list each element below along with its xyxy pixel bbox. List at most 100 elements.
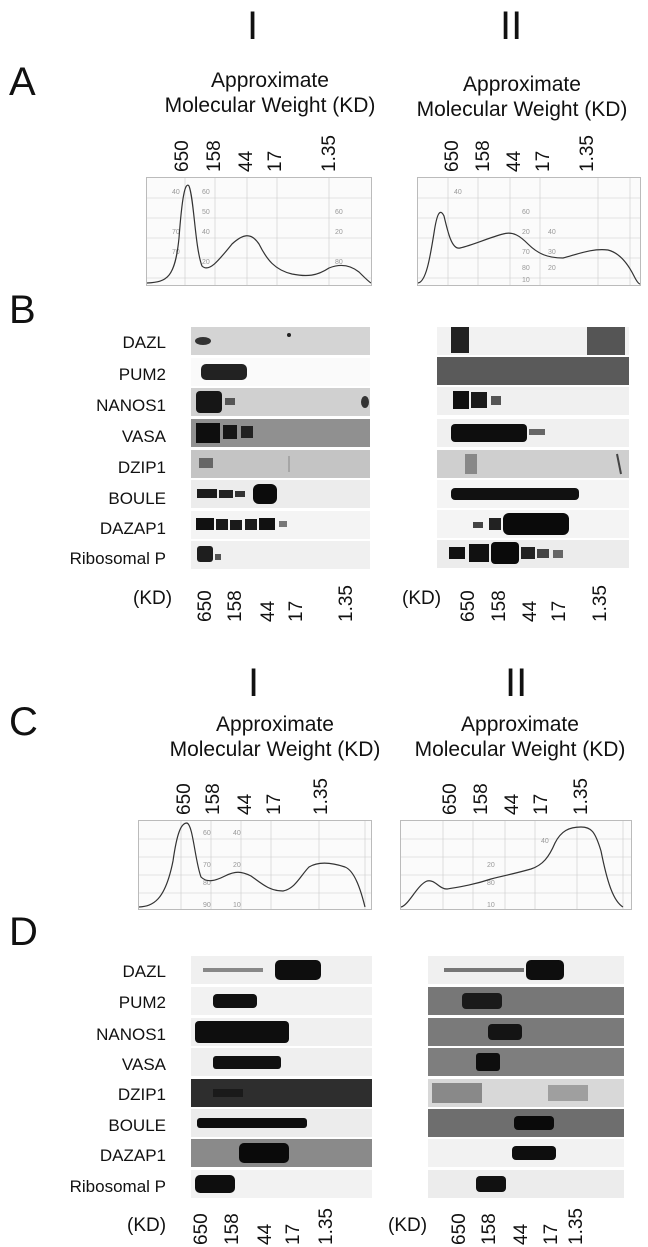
blot-bands (476, 1053, 500, 1071)
blot-bands (465, 453, 622, 475)
blot-bands (213, 1056, 281, 1069)
tick-158: 158 (203, 783, 224, 815)
mw-title-c-ii: Approximate Molecular Weight (KD) (400, 712, 640, 762)
blot-bands (201, 364, 247, 380)
tick-17: 17 (286, 600, 307, 622)
blot-strip (428, 987, 624, 1015)
paper-label: 10 (522, 277, 530, 284)
tick-1-35: 1.35 (577, 135, 598, 172)
tick-650: 650 (440, 783, 461, 815)
paper-label: 40 (541, 838, 549, 845)
paper-label: 60 (335, 209, 343, 216)
blot-label: BOULE (108, 1116, 166, 1135)
blot-strip (191, 388, 370, 416)
tick-44: 44 (502, 793, 523, 815)
panel-letter-b: B (9, 288, 36, 332)
blot-strip (428, 1170, 624, 1198)
column-label-i-top: I (247, 4, 259, 48)
paper-label: 40 (172, 189, 180, 196)
tick-17: 17 (531, 793, 552, 815)
blot-label: DAZL (122, 333, 166, 352)
blot-strip (437, 357, 629, 385)
panel-letter-c: C (9, 700, 38, 744)
blot-bands (432, 1083, 588, 1103)
blot-bands (239, 1143, 289, 1163)
tick-1-35: 1.35 (316, 1208, 337, 1245)
tick-44: 44 (236, 150, 257, 172)
elution-trace-line (139, 822, 366, 908)
kd-label: (KD) (133, 588, 173, 609)
paper-label: 70 (172, 229, 180, 236)
kd-label: (KD) (388, 1215, 428, 1236)
blot-label: VASA (121, 427, 166, 446)
tick-44: 44 (504, 150, 525, 172)
blot-bands (449, 542, 563, 564)
blot-strip (191, 327, 370, 355)
paper-label: 70 (172, 249, 180, 256)
paper-label: 10 (233, 902, 241, 909)
elution-trace-line (401, 826, 624, 908)
blot-strip (437, 327, 629, 355)
blot-strip (428, 1018, 624, 1046)
blot-bands (473, 513, 569, 535)
mw-title-line2: Molecular Weight (KD) (164, 94, 376, 117)
blot-strip (191, 1139, 372, 1167)
mw-title-a-i: Approximate Molecular Weight (KD) (160, 68, 380, 118)
tick-1-35: 1.35 (571, 778, 592, 815)
paper-label: 20 (522, 229, 530, 236)
tick-158: 158 (473, 140, 494, 172)
blot-bands (462, 993, 502, 1009)
blot-bands (453, 391, 501, 409)
mw-title-line2: Molecular Weight (KD) (414, 738, 626, 761)
blot-strip (428, 1048, 624, 1076)
blot-bands (197, 546, 221, 562)
blot-bands (451, 424, 545, 442)
blot-bands (476, 1176, 506, 1192)
tick-1-35: 1.35 (590, 585, 611, 622)
elution-trace-a-ii: 40 60 20 40 70 30 80 20 10 (417, 177, 641, 286)
mw-title-line1: Approximate (463, 73, 581, 96)
tick-158: 158 (204, 140, 225, 172)
paper-label: 60 (522, 209, 530, 216)
paper-label: 10 (487, 902, 495, 909)
blot-bands (195, 1175, 235, 1193)
tick-17: 17 (265, 150, 286, 172)
column-label-ii-bottom: II (505, 661, 528, 705)
paper-label: 80 (203, 880, 211, 887)
tick-44: 44 (511, 1223, 532, 1245)
mw-title-line1: Approximate (211, 69, 329, 92)
blot-bands (203, 960, 321, 980)
blot-strip (428, 956, 624, 984)
blot-bands (196, 423, 253, 443)
elution-trace-c-ii: 40 20 80 10 (400, 820, 632, 910)
blot-label: NANOS1 (96, 1025, 166, 1044)
blot-strip (191, 358, 370, 386)
elution-trace-c-i: 60 40 70 20 80 90 10 (138, 820, 372, 910)
blot-bands (213, 1089, 243, 1097)
blot-bands (488, 1024, 522, 1040)
mw-title-line1: Approximate (461, 713, 579, 736)
blot-strip (437, 450, 629, 478)
column-label-i-bottom: I (248, 661, 260, 705)
mw-title-line2: Molecular Weight (KD) (169, 738, 381, 761)
elution-trace-a-i: 40 60 50 70 20 40 70 60 80 20 (146, 177, 372, 286)
blot-bands (197, 1118, 307, 1128)
tick-44: 44 (520, 600, 541, 622)
blot-label: Ribosomal P (69, 549, 166, 568)
tick-1-35: 1.35 (319, 135, 340, 172)
blot-label: PUM2 (118, 993, 166, 1012)
blot-strip (191, 1048, 372, 1076)
blot-bands (451, 488, 579, 500)
blot-strip (437, 387, 629, 415)
blot-strip (191, 450, 370, 478)
blot-strip (437, 419, 629, 447)
paper-label: 40 (454, 189, 462, 196)
tick-650: 650 (174, 783, 195, 815)
column-label-ii-top: II (500, 4, 523, 48)
blot-strip (191, 987, 372, 1015)
paper-label: 20 (233, 862, 241, 869)
blot-strip (191, 511, 370, 539)
trace-chart-a-i: 40 60 50 70 20 40 70 60 80 20 (147, 178, 371, 285)
elution-trace-line (418, 211, 640, 285)
paper-label: 80 (487, 880, 495, 887)
